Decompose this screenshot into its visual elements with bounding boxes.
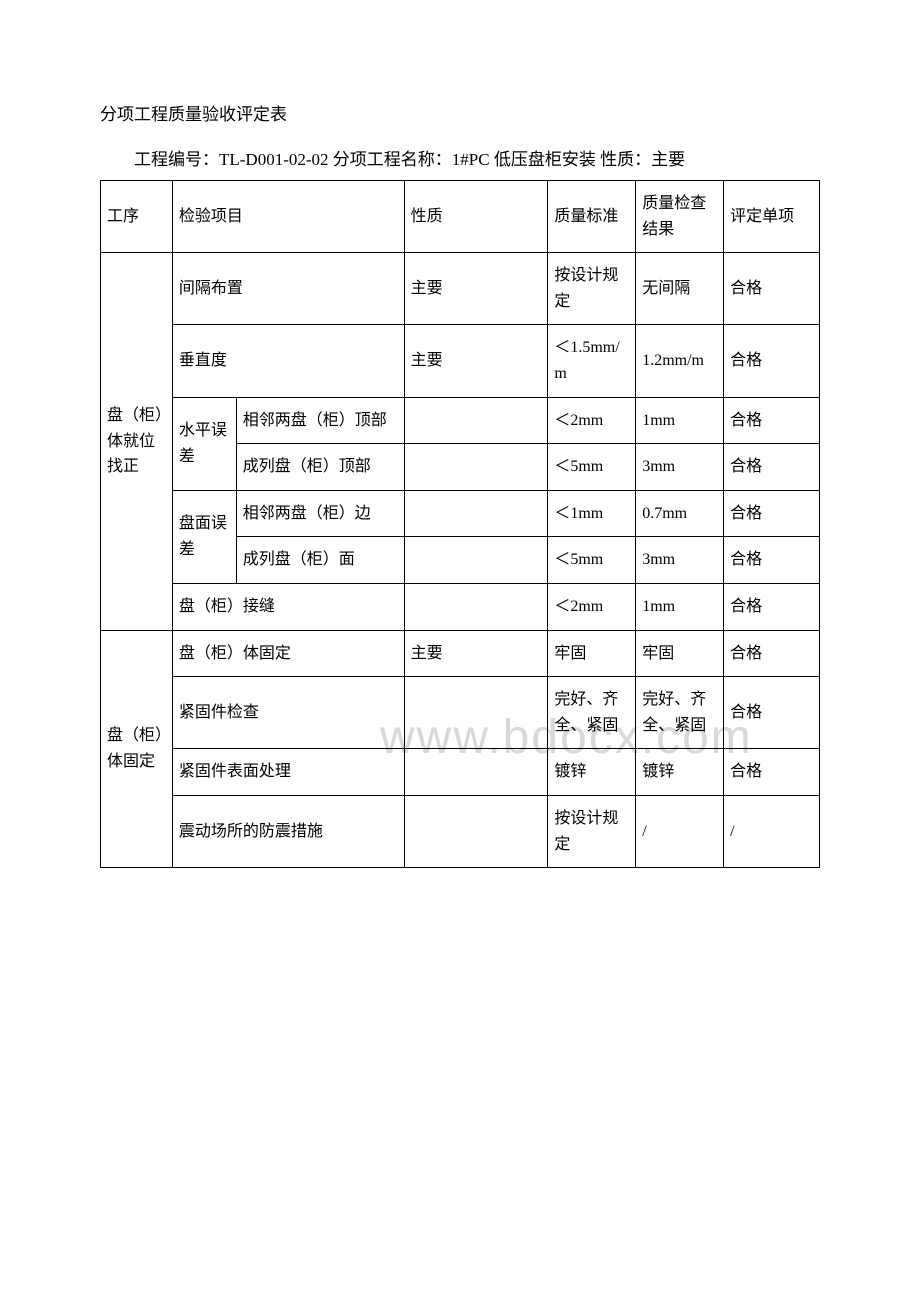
cell-result: 镀锌 [636,749,724,796]
cell-item: 紧固件表面处理 [172,749,404,796]
cell-result: 1mm [636,583,724,630]
cell-standard: 牢固 [548,630,636,677]
cell-item: 成列盘（柜）顶部 [236,444,404,491]
cell-item: 盘（柜）接缝 [172,583,404,630]
cell-eval: 合格 [724,749,820,796]
cell-item: 盘（柜）体固定 [172,630,404,677]
cell-standard: ＜1.5mm/m [548,325,636,397]
cell-nature: 主要 [404,253,548,325]
cell-standard: 按设计规定 [548,253,636,325]
cell-item: 间隔布置 [172,253,404,325]
section2-name: 盘（柜）体固定 [101,630,173,868]
header-process: 工序 [101,181,173,253]
cell-nature [404,490,548,537]
cell-item: 相邻两盘（柜）顶部 [236,397,404,444]
cell-nature [404,444,548,491]
section1-name: 盘（柜）体就位找正 [101,253,173,630]
cell-nature [404,749,548,796]
cell-eval: 合格 [724,397,820,444]
cell-nature: 主要 [404,630,548,677]
table-row: 盘（柜）接缝 ＜2mm 1mm 合格 [101,583,820,630]
cell-item: 震动场所的防震措施 [172,795,404,867]
document-title: 分项工程质量验收评定表 [100,100,820,125]
table-row: 紧固件表面处理 镀锌 镀锌 合格 [101,749,820,796]
cell-nature: 主要 [404,325,548,397]
cell-result: 无间隔 [636,253,724,325]
cell-result: 1mm [636,397,724,444]
cell-eval: 合格 [724,253,820,325]
cell-item: 成列盘（柜）面 [236,537,404,584]
inspection-table: 工序 检验项目 性质 质量标准 质量检查结果 评定单项 盘（柜）体就位找正 间隔… [100,180,820,868]
table-row: 盘（柜）体就位找正 间隔布置 主要 按设计规定 无间隔 合格 [101,253,820,325]
table-header-row: 工序 检验项目 性质 质量标准 质量检查结果 评定单项 [101,181,820,253]
cell-nature [404,397,548,444]
cell-eval: 合格 [724,444,820,491]
cell-result: 0.7mm [636,490,724,537]
cell-standard: ＜5mm [548,537,636,584]
cell-result: 3mm [636,444,724,491]
cell-standard: 完好、齐全、紧固 [548,677,636,749]
cell-subgroup: 盘面误差 [172,490,236,583]
cell-standard: 镀锌 [548,749,636,796]
header-item: 检验项目 [172,181,404,253]
header-nature: 性质 [404,181,548,253]
cell-item: 相邻两盘（柜）边 [236,490,404,537]
document-container: www.bdocx.com 分项工程质量验收评定表 工程编号：TL-D001-0… [100,100,820,868]
cell-eval: 合格 [724,537,820,584]
cell-eval: 合格 [724,325,820,397]
cell-standard: 按设计规定 [548,795,636,867]
cell-eval: 合格 [724,630,820,677]
cell-eval: 合格 [724,490,820,537]
header-result: 质量检查结果 [636,181,724,253]
cell-result: 牢固 [636,630,724,677]
cell-eval: / [724,795,820,867]
cell-standard: ＜1mm [548,490,636,537]
header-eval: 评定单项 [724,181,820,253]
cell-nature [404,583,548,630]
table-row: 紧固件检查 完好、齐全、紧固 完好、齐全、紧固 合格 [101,677,820,749]
cell-result: 1.2mm/m [636,325,724,397]
cell-result: 3mm [636,537,724,584]
table-row: 盘面误差 相邻两盘（柜）边 ＜1mm 0.7mm 合格 [101,490,820,537]
cell-standard: ＜5mm [548,444,636,491]
document-subtitle: 工程编号：TL-D001-02-02 分项工程名称：1#PC 低压盘柜安装 性质… [100,145,820,170]
cell-item: 垂直度 [172,325,404,397]
cell-nature [404,677,548,749]
table-row: 盘（柜）体固定 盘（柜）体固定 主要 牢固 牢固 合格 [101,630,820,677]
cell-subgroup: 水平误差 [172,397,236,490]
cell-result: 完好、齐全、紧固 [636,677,724,749]
header-standard: 质量标准 [548,181,636,253]
cell-standard: ＜2mm [548,397,636,444]
cell-item: 紧固件检查 [172,677,404,749]
cell-nature [404,537,548,584]
cell-eval: 合格 [724,583,820,630]
table-row: 垂直度 主要 ＜1.5mm/m 1.2mm/m 合格 [101,325,820,397]
cell-standard: ＜2mm [548,583,636,630]
table-row: 震动场所的防震措施 按设计规定 / / [101,795,820,867]
cell-nature [404,795,548,867]
cell-eval: 合格 [724,677,820,749]
table-row: 水平误差 相邻两盘（柜）顶部 ＜2mm 1mm 合格 [101,397,820,444]
cell-result: / [636,795,724,867]
